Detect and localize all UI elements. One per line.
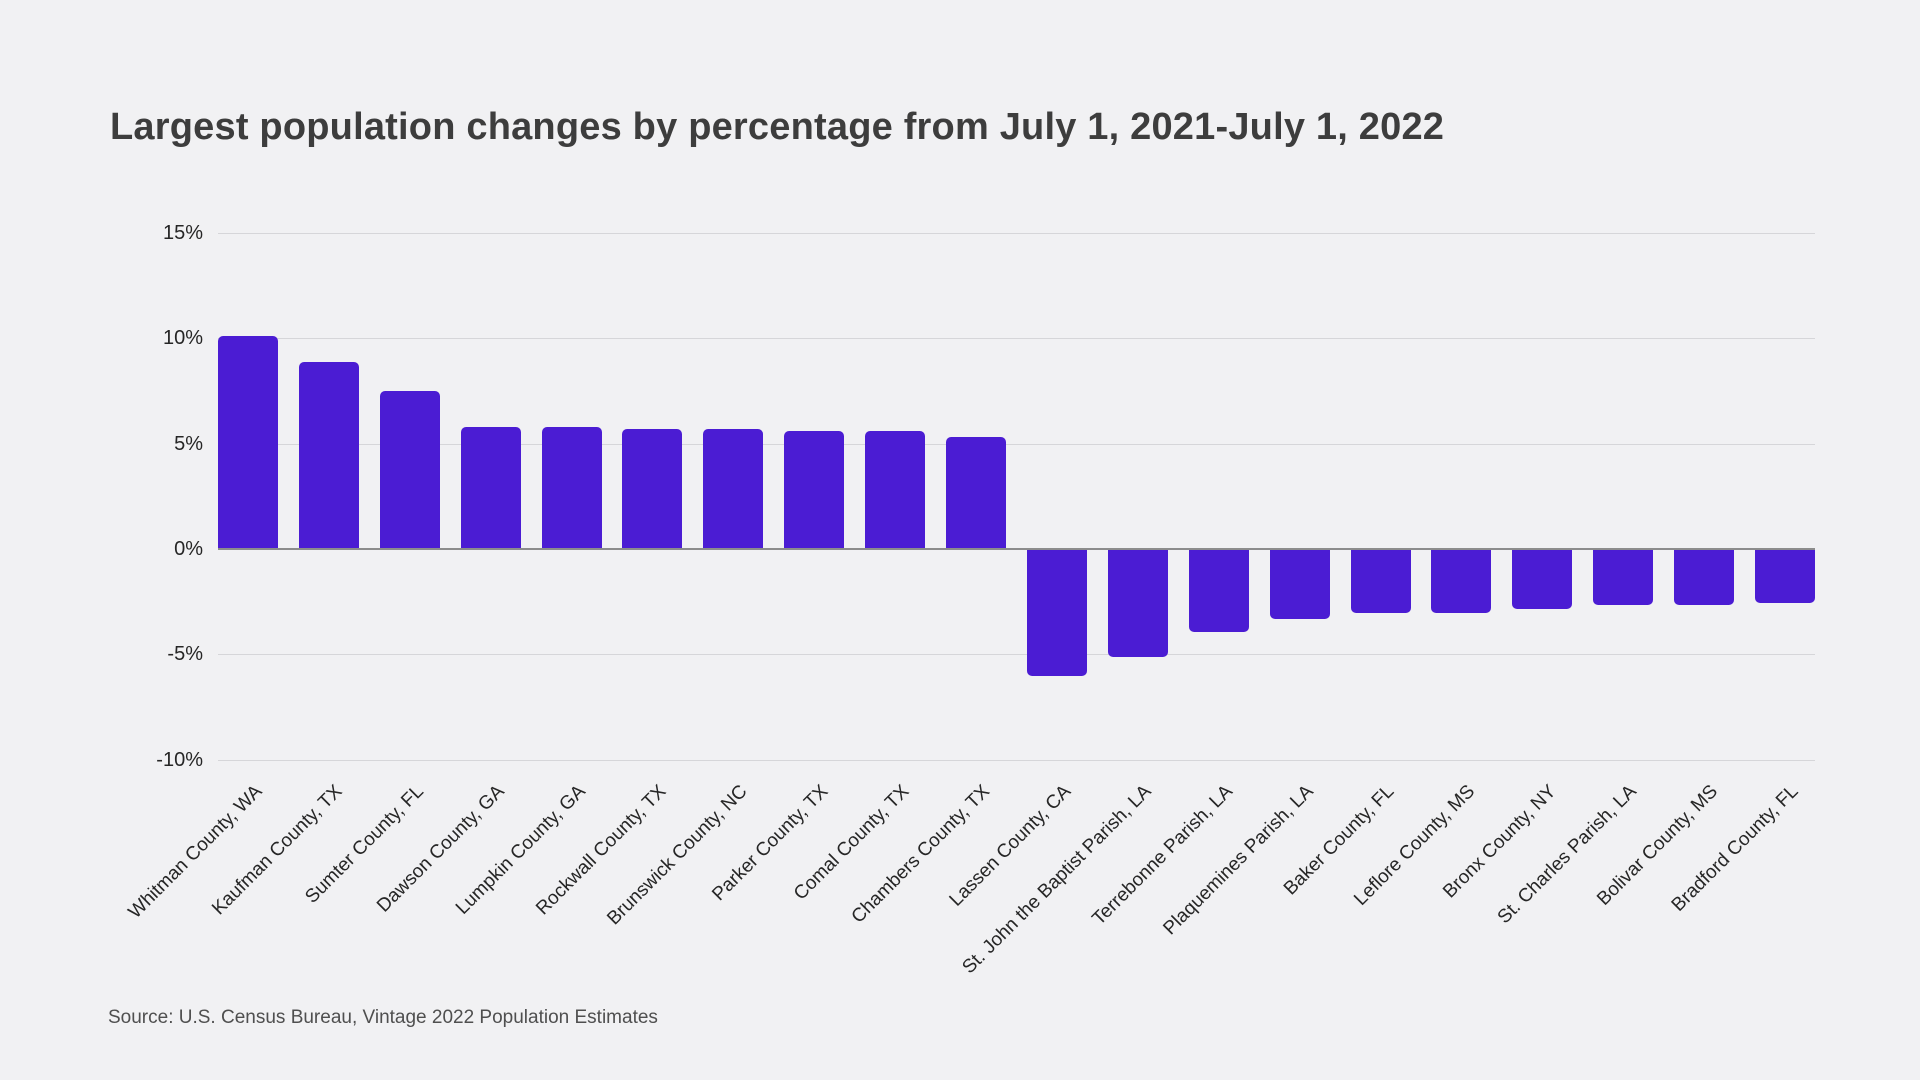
bar-kaufman-county-tx [298, 361, 359, 548]
bar-bolivar-county-ms [1674, 550, 1735, 605]
y-tick-label: 10% [162, 327, 203, 350]
source-note: Source: U.S. Census Bureau, Vintage 2022… [108, 1007, 658, 1028]
y-tick-label: 15% [162, 222, 203, 245]
x-category-label: Plaquemines Parish, LA [1159, 781, 1318, 940]
y-tick-label: 0% [174, 538, 203, 560]
y-tick-label: 5% [174, 432, 203, 455]
x-category-label: Terrebonne Parish, LA [1088, 781, 1237, 930]
bar-st-charles-parish-la [1593, 550, 1654, 605]
x-category-label: Whitman County, WA [124, 781, 266, 923]
bar-leflore-county-ms [1431, 550, 1492, 614]
bar-baker-county-fl [1350, 550, 1411, 614]
gridline [218, 233, 1815, 235]
y-tick-label: -5% [167, 643, 203, 666]
y-tick-label: -10% [156, 748, 203, 771]
bar-st-john-the-baptist-parish-la [1107, 550, 1168, 658]
gridline [218, 654, 1815, 656]
bar-comal-county-tx [865, 431, 926, 548]
zero-line [218, 548, 1815, 550]
bar-brunswick-county-nc [703, 428, 764, 548]
bar-bronx-county-ny [1512, 550, 1573, 609]
bar-dawson-county-ga [460, 426, 521, 548]
bar-plaquemines-parish-la [1269, 550, 1330, 620]
bar-parker-county-tx [784, 431, 845, 548]
bar-rockwall-county-tx [622, 428, 683, 548]
gridline [218, 338, 1815, 340]
bar-terrebonne-parish-la [1188, 550, 1249, 633]
bar-lassen-county-ca [1026, 550, 1087, 677]
bar-bradford-county-fl [1755, 550, 1815, 603]
x-category-label: Chambers County, TX [847, 781, 994, 928]
bar-chambers-county-tx [946, 437, 1007, 548]
x-category-label: Brunswick County, NC [602, 781, 752, 930]
chart-title: Largest population changes by percentage… [110, 106, 1445, 148]
bar-lumpkin-county-ga [541, 426, 602, 548]
bar-whitman-county-wa [218, 336, 278, 548]
gridline [218, 443, 1815, 445]
x-category-label: St. Charles Parish, LA [1494, 781, 1642, 929]
gridline [218, 759, 1815, 761]
bar-sumter-county-fl [379, 391, 440, 548]
